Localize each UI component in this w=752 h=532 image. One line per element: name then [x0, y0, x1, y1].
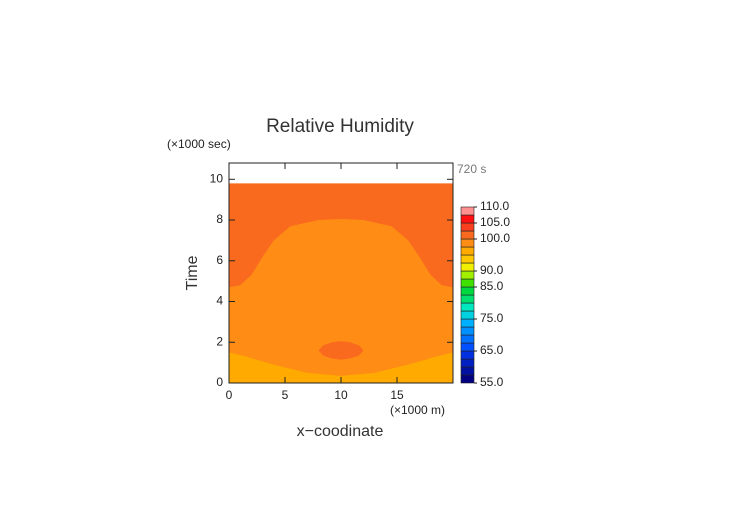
- contour-region: [318, 341, 364, 360]
- colorbar-band: [460, 366, 475, 376]
- colorbar-band: [460, 302, 475, 312]
- y-tick-label: 10: [210, 171, 224, 185]
- contour-region: [229, 352, 453, 383]
- x-unit: (×1000 m): [390, 403, 445, 417]
- colorbar-band: [460, 374, 475, 384]
- colorbar-label: 55.0: [480, 375, 504, 389]
- x-tick-label: 5: [282, 388, 289, 402]
- contour-region: [229, 219, 453, 383]
- colorbar-band: [460, 358, 475, 368]
- chart-title: Relative Humidity: [266, 116, 414, 137]
- y-axis-label: Time: [184, 255, 201, 290]
- colorbar-band: [460, 254, 475, 264]
- y-tick-label: 8: [216, 212, 223, 226]
- colorbar-band: [460, 262, 475, 272]
- annotation: 720 s: [457, 162, 486, 176]
- y-unit: (×1000 sec): [167, 137, 231, 151]
- colorbar-band: [460, 270, 475, 280]
- x-tick-label: 10: [334, 388, 348, 402]
- y-tick-label: 6: [216, 253, 223, 267]
- colorbar-band: [460, 206, 475, 216]
- colorbar-label: 100.0: [480, 231, 510, 245]
- colorbar-band: [460, 230, 475, 240]
- colorbar-label: 110.0: [480, 199, 509, 213]
- colorbar-band: [460, 294, 475, 304]
- colorbar-label: 75.0: [480, 311, 504, 325]
- x-tick-label: 0: [226, 388, 233, 402]
- colorbar-band: [460, 246, 475, 256]
- colorbar-band: [460, 238, 475, 248]
- colorbar-band: [460, 286, 475, 296]
- y-tick-label: 2: [216, 334, 223, 348]
- colorbar-band: [460, 342, 475, 352]
- colorbar-band: [460, 350, 475, 360]
- colorbar-label: 90.0: [480, 263, 504, 277]
- colorbar-band: [460, 318, 475, 328]
- colorbar-band: [460, 310, 475, 320]
- colorbar-label: 105.0: [480, 215, 510, 229]
- x-tick-label: 15: [390, 388, 404, 402]
- colorbar-label: 85.0: [480, 279, 504, 293]
- colorbar-label: 65.0: [480, 343, 504, 357]
- colorbar-band: [460, 326, 475, 336]
- colorbar-band: [460, 222, 475, 232]
- y-tick-label: 0: [216, 375, 223, 389]
- colorbar-band: [460, 214, 475, 224]
- x-axis-label: x−coodinate: [297, 423, 384, 440]
- colorbar-band: [460, 278, 475, 288]
- y-tick-label: 4: [216, 294, 223, 308]
- colorbar-band: [460, 334, 475, 344]
